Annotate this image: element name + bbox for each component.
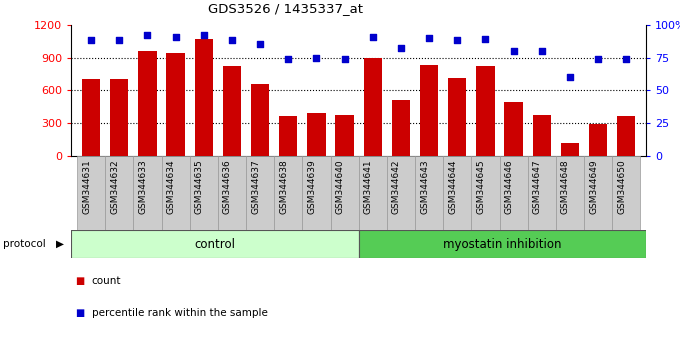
Point	[508, 48, 519, 54]
Bar	[584, 156, 612, 230]
Text: GSM344640: GSM344640	[336, 160, 345, 214]
Bar	[443, 156, 471, 230]
Bar	[274, 156, 303, 230]
Bar	[279, 116, 297, 156]
Bar	[561, 143, 579, 156]
Text: GSM344648: GSM344648	[561, 160, 570, 214]
Text: GSM344647: GSM344647	[533, 160, 542, 214]
Text: GSM344645: GSM344645	[477, 160, 486, 214]
Bar	[617, 116, 635, 156]
Bar	[307, 113, 326, 156]
Bar	[387, 156, 415, 230]
Text: GSM344644: GSM344644	[448, 160, 457, 214]
Point	[255, 41, 266, 47]
Point	[621, 56, 632, 62]
Text: GSM344642: GSM344642	[392, 160, 401, 214]
Point	[339, 56, 350, 62]
Bar	[589, 124, 607, 156]
Text: GDS3526 / 1435337_at: GDS3526 / 1435337_at	[208, 2, 363, 15]
Bar	[133, 156, 162, 230]
Bar	[162, 156, 190, 230]
Bar	[392, 100, 410, 156]
Text: GSM344638: GSM344638	[279, 160, 288, 214]
Bar	[556, 156, 584, 230]
Text: GSM344634: GSM344634	[167, 160, 175, 214]
Bar	[364, 57, 382, 156]
Bar	[471, 156, 500, 230]
Bar	[612, 156, 641, 230]
Point	[367, 34, 378, 39]
Point	[452, 38, 462, 43]
Bar	[476, 66, 494, 156]
Text: GSM344649: GSM344649	[589, 160, 598, 214]
Bar	[190, 156, 218, 230]
Text: GSM344650: GSM344650	[617, 160, 626, 214]
Point	[142, 33, 153, 38]
Text: myostatin inhibition: myostatin inhibition	[443, 238, 562, 251]
Point	[593, 56, 604, 62]
Bar	[335, 115, 354, 156]
Text: GSM344635: GSM344635	[194, 160, 204, 214]
Point	[283, 56, 294, 62]
Point	[114, 38, 124, 43]
Point	[311, 55, 322, 60]
Point	[537, 48, 547, 54]
Point	[199, 33, 209, 38]
Bar	[251, 84, 269, 156]
Bar	[528, 156, 556, 230]
Bar	[359, 230, 646, 258]
Point	[86, 38, 97, 43]
Bar	[303, 156, 330, 230]
Text: control: control	[194, 238, 235, 251]
Point	[564, 74, 575, 80]
Text: ▶: ▶	[56, 239, 64, 249]
Bar	[500, 156, 528, 230]
Point	[424, 35, 435, 41]
Text: percentile rank within the sample: percentile rank within the sample	[92, 308, 268, 318]
Bar	[138, 51, 156, 156]
Bar	[167, 53, 185, 156]
Bar	[82, 79, 100, 156]
Bar	[359, 156, 387, 230]
Bar	[532, 115, 551, 156]
Text: GSM344637: GSM344637	[251, 160, 260, 214]
Text: ■: ■	[75, 308, 84, 318]
Point	[226, 38, 237, 43]
Text: ■: ■	[75, 276, 84, 286]
Bar	[110, 79, 129, 156]
Bar	[420, 65, 439, 156]
Text: GSM344636: GSM344636	[223, 160, 232, 214]
Point	[480, 36, 491, 42]
Bar	[77, 156, 105, 230]
Text: protocol: protocol	[3, 239, 46, 249]
Text: GSM344632: GSM344632	[110, 160, 119, 214]
Bar	[194, 39, 213, 156]
Bar	[246, 156, 274, 230]
Point	[170, 34, 181, 39]
Text: GSM344641: GSM344641	[364, 160, 373, 214]
Bar	[505, 102, 523, 156]
Bar	[71, 230, 359, 258]
Bar	[105, 156, 133, 230]
Bar	[330, 156, 359, 230]
Bar	[415, 156, 443, 230]
Text: GSM344646: GSM344646	[505, 160, 513, 214]
Bar	[223, 66, 241, 156]
Text: count: count	[92, 276, 121, 286]
Bar	[448, 78, 466, 156]
Text: GSM344631: GSM344631	[82, 160, 91, 214]
Bar	[218, 156, 246, 230]
Text: GSM344633: GSM344633	[139, 160, 148, 214]
Text: GSM344643: GSM344643	[420, 160, 429, 214]
Text: GSM344639: GSM344639	[307, 160, 316, 214]
Point	[396, 46, 407, 51]
